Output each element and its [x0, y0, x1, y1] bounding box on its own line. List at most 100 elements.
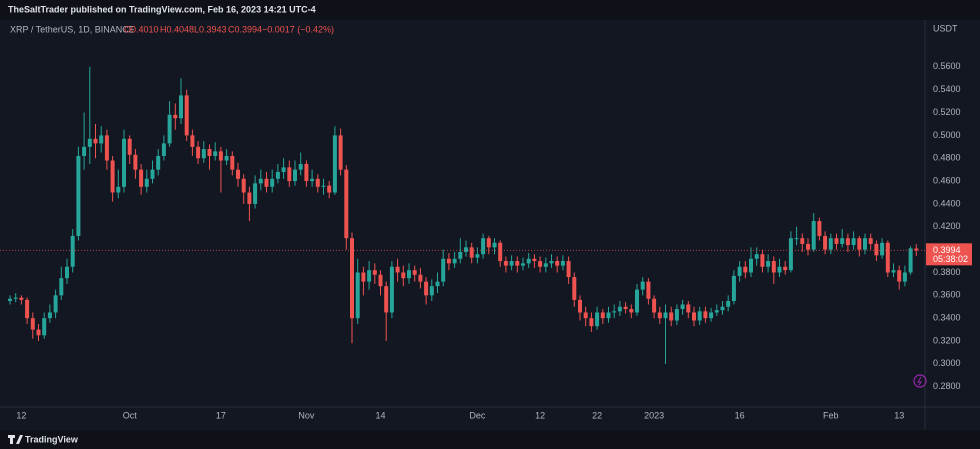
candle-body — [760, 254, 765, 267]
candle-body — [82, 146, 87, 156]
candle-body — [424, 281, 429, 296]
candle-body — [595, 312, 600, 327]
candle-body — [13, 297, 18, 299]
last-price-box — [926, 243, 972, 266]
candle-body — [127, 138, 132, 155]
candle-body — [139, 169, 144, 187]
y-tick-label: 0.3000 — [933, 358, 961, 368]
candle-body — [76, 155, 81, 236]
currency: USDT — [933, 23, 958, 33]
candle-body — [515, 261, 520, 266]
candle-body — [703, 311, 708, 319]
candle-body — [583, 312, 588, 319]
candle-body — [144, 178, 149, 187]
candle-body — [321, 185, 326, 187]
candle-body — [389, 266, 394, 313]
candle-body — [783, 266, 788, 271]
ohlc-high: H0.4048 — [160, 24, 194, 34]
candle-body — [521, 263, 525, 266]
candle-body — [429, 286, 434, 296]
candle-body — [87, 138, 92, 147]
candle-body — [310, 178, 315, 182]
candle-body — [486, 238, 491, 248]
candle-body — [766, 261, 771, 267]
candle-body — [777, 266, 782, 273]
x-tick-label: Nov — [298, 410, 315, 420]
candle-body — [338, 135, 343, 170]
ohlc-change: −0.0017 (−0.42%) — [262, 24, 334, 34]
candle-body — [492, 242, 497, 248]
candle-body — [99, 135, 104, 144]
candle-body — [247, 192, 252, 204]
candle-body — [828, 238, 833, 250]
candle-body — [800, 238, 805, 244]
candle-body — [674, 309, 679, 321]
candle-body — [794, 238, 799, 240]
candle-body — [93, 138, 98, 144]
candle-body — [367, 270, 372, 282]
candle-body — [714, 310, 719, 313]
candle-body — [811, 221, 816, 250]
bottom-bar — [0, 430, 980, 449]
alert-icon[interactable] — [913, 374, 927, 388]
y-tick-label: 0.5600 — [933, 61, 961, 71]
ohlc-open: O0.4010 — [124, 24, 159, 34]
legend-header: XRP / TetherUS, 1D, BINANCE O0.4010 H0.4… — [10, 24, 334, 34]
candle-body — [868, 238, 873, 244]
candle-body — [771, 261, 776, 273]
candle-body — [184, 95, 189, 136]
candle-body — [754, 254, 759, 259]
candle-body — [503, 261, 508, 266]
x-tick-label: 2023 — [644, 410, 664, 420]
candle-body — [441, 258, 446, 282]
candle-body — [173, 114, 178, 119]
y-tick-label: 0.3400 — [933, 313, 961, 323]
candle-body — [572, 277, 577, 300]
attribution: TheSaltTrader published on TradingView.c… — [8, 4, 316, 14]
candle-body — [469, 247, 474, 258]
y-tick-label: 0.5200 — [933, 107, 961, 117]
candle-body — [435, 281, 440, 287]
y-tick-label: 0.5400 — [933, 84, 961, 94]
candle-body — [623, 306, 628, 310]
x-tick-label: 12 — [535, 410, 545, 420]
candle-body — [372, 270, 377, 275]
x-tick-label: 12 — [16, 410, 26, 420]
y-tick-label: 0.2800 — [933, 381, 961, 391]
candle-body — [885, 242, 890, 273]
candle-body — [612, 311, 617, 313]
candle-body — [464, 247, 468, 252]
candle-body — [412, 270, 417, 275]
candle-body — [122, 138, 126, 187]
candle-body — [167, 114, 172, 144]
alert-icon-bolt — [917, 376, 922, 386]
candle-body — [863, 238, 867, 250]
candle-body — [19, 297, 24, 300]
candle-body — [566, 261, 571, 278]
brand: TradingView — [25, 434, 79, 444]
candle-body — [378, 274, 383, 287]
candle-body — [42, 318, 47, 336]
x-tick-label: 16 — [735, 410, 745, 420]
candle-body — [275, 171, 280, 179]
candle-body — [845, 238, 850, 246]
candle-body — [498, 242, 503, 262]
candle-body — [908, 248, 913, 273]
candle-body — [635, 289, 639, 313]
candle-body — [526, 258, 531, 264]
candle-body — [880, 242, 885, 256]
candle-body — [327, 185, 332, 193]
candle-body — [161, 143, 166, 156]
candle-body — [207, 149, 212, 156]
y-tick-label: 0.5000 — [933, 130, 961, 140]
candle-body — [395, 266, 400, 273]
candle-body — [806, 243, 810, 250]
candle-body — [201, 149, 206, 159]
candle-body — [315, 178, 320, 187]
candle-body — [823, 235, 828, 250]
ohlc-low: L0.3943 — [194, 24, 227, 34]
candle-body — [25, 299, 30, 319]
candle-body — [657, 312, 662, 319]
candle-body — [264, 178, 269, 187]
candle-body — [589, 318, 594, 327]
